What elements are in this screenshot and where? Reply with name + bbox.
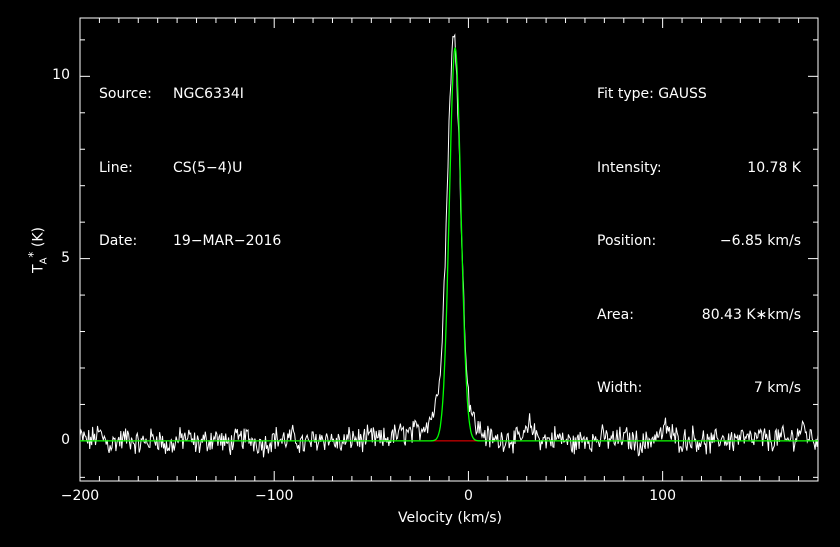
info-row-date: Date: 19−MAR−2016 [99,233,282,249]
y-axis-label-main: T [30,264,47,273]
fit-row-width: Width: 7 km/s [597,380,801,396]
fit-row-area: Area: 80.43 K∗km/s [597,306,801,323]
y-axis-label: TA* (K) [26,205,50,295]
fit-info: Fit type: GAUSS Intensity: 10.78 K Positi… [597,33,801,425]
gaussian-fit-line [80,47,818,442]
y-tick-label: 5 [61,249,70,266]
y-axis-label-sub: A [38,257,50,265]
axis-ticks [79,18,819,481]
y-axis-label-sup: * [26,251,40,258]
x-tick-label: 100 [649,488,676,504]
fit-row-intensity: Intensity: 10.78 K [597,159,801,176]
y-tick-label: 0 [61,431,70,448]
x-tick-label: −200 [60,488,100,504]
info-row-source: Source: NGC6334I [99,86,244,102]
x-axis-label: Velocity (km/s) [397,510,503,526]
x-tick-label: −100 [254,488,294,504]
fit-row-position: Position: −6.85 km/s [597,233,801,249]
y-tick-label: 10 [52,67,70,84]
fit-type: Fit type: GAUSS [597,86,707,102]
x-tick-label: 0 [463,488,473,504]
y-axis-label-unit: (K) [30,227,47,252]
info-row-line: Line: CS(5−4)U [99,159,243,176]
observation-info: Source: NGC6334I Line: CS(5−4)U Date: 19−MA… [99,33,281,278]
